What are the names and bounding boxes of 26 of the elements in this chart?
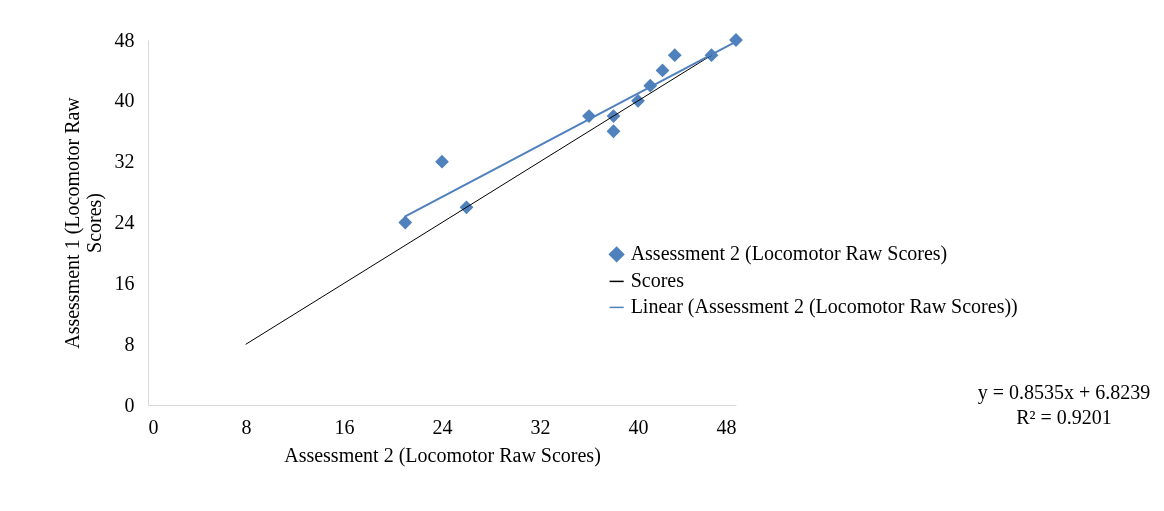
y-tick-label: 40 [114, 89, 135, 112]
x-tick-label: 32 [530, 415, 551, 438]
legend-label: Linear (Assessment 2 (Locomotor Raw Scores)) [630, 295, 1018, 319]
legend-label: Assessment 2 (Locomotor Raw Scores) [630, 242, 948, 266]
y-tick-label: 24 [114, 211, 135, 233]
legend-label: Scores [630, 269, 685, 292]
text: R² = 0.9201 [1016, 406, 1112, 428]
text: y = 0.8535x + 6.8239 [977, 381, 1151, 404]
point [667, 48, 682, 63]
point [606, 124, 621, 139]
x-axis-title: Assessment 2 (Locomotor Raw Scores) [284, 443, 601, 467]
y-tick-label: 0 [124, 393, 135, 416]
x-tick-label: 40 [628, 415, 649, 438]
x-tick-label: 48 [716, 415, 737, 438]
y-axis-title: Assessment 1 (Locomotor Raw Scores) [60, 96, 106, 349]
point [398, 215, 413, 230]
x-tick-label: 8 [241, 415, 252, 438]
y-tick-label: 8 [124, 332, 135, 355]
y-tick-label: 32 [114, 150, 135, 173]
point [435, 154, 449, 169]
y-tick-label: 48 [114, 28, 135, 51]
x-tick-label: 0 [148, 415, 159, 438]
y-tick-label: 16 [114, 271, 135, 294]
x-tick-label: 16 [334, 415, 355, 438]
x-tick-label: 24 [432, 415, 453, 438]
point [655, 63, 670, 78]
